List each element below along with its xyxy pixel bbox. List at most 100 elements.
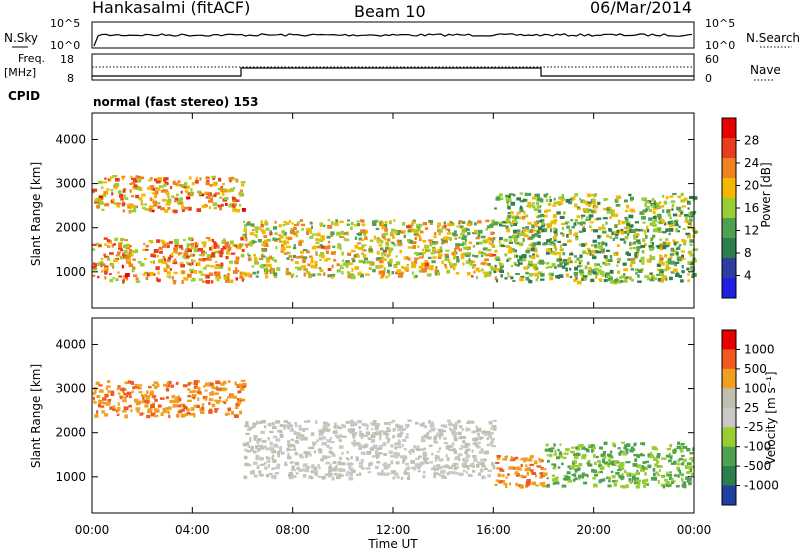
heatmap-cell: [188, 176, 192, 180]
heatmap-cell: [239, 271, 243, 276]
heatmap-cell: [653, 205, 658, 209]
heatmap-cell: [650, 455, 655, 459]
heatmap-cell: [361, 223, 366, 227]
heatmap-cell: [261, 230, 266, 235]
heatmap-cell: [393, 219, 396, 222]
heatmap-cell: [465, 260, 471, 264]
heatmap-cell: [166, 199, 172, 204]
heatmap-cell: [265, 227, 270, 231]
heatmap-cell: [534, 247, 537, 251]
heatmap-cell: [484, 258, 489, 261]
heatmap-cell: [498, 221, 503, 225]
heatmap-cell: [104, 177, 107, 180]
heatmap-cell: [273, 272, 278, 276]
heatmap-cell: [628, 221, 631, 224]
heatmap-cell: [361, 244, 365, 249]
heatmap-cell: [399, 425, 404, 428]
heatmap-cell: [104, 267, 108, 270]
heatmap-cell: [334, 434, 338, 437]
heatmap-cell: [266, 238, 271, 242]
colorbar-cell: [722, 258, 736, 279]
heatmap-cell: [444, 258, 450, 262]
heatmap-cell: [368, 245, 372, 249]
heatmap-cell: [421, 461, 425, 465]
heatmap-cell: [649, 241, 652, 245]
heatmap-cell: [423, 447, 427, 450]
heatmap-cell: [667, 258, 670, 263]
heatmap-cell: [326, 444, 330, 448]
heatmap-cell: [624, 216, 628, 220]
heatmap-cell: [352, 435, 356, 439]
heatmap-cell: [550, 221, 554, 225]
heatmap-cell: [527, 247, 530, 250]
heatmap-cell: [216, 399, 222, 403]
heatmap-cell: [530, 247, 535, 252]
heatmap-cell: [575, 465, 579, 468]
heatmap-cell: [565, 448, 570, 452]
heatmap-cell: [358, 444, 363, 448]
heatmap-cell: [419, 423, 424, 427]
heatmap-cell: [620, 230, 624, 235]
heatmap-cell: [606, 211, 612, 214]
heatmap-cell: [426, 273, 432, 277]
heatmap-cell: [474, 458, 477, 462]
heatmap-cell: [628, 214, 634, 219]
heatmap-cell: [456, 225, 460, 228]
heatmap-cell: [121, 201, 125, 204]
heatmap-cell: [246, 449, 251, 453]
heatmap-cell: [250, 445, 254, 450]
heatmap-cell: [351, 249, 356, 253]
heatmap-cell: [530, 235, 535, 239]
heatmap-cell: [272, 454, 275, 458]
heatmap-cell: [221, 203, 224, 207]
heatmap-cell: [603, 255, 608, 259]
heatmap-cell: [286, 240, 290, 244]
heatmap-cell: [448, 471, 453, 474]
heatmap-cell: [680, 192, 684, 196]
heatmap-cell: [494, 267, 498, 271]
heatmap-cell: [659, 206, 662, 209]
heatmap-cell: [507, 206, 511, 210]
heatmap-cell: [229, 179, 232, 183]
heatmap-cell: [428, 444, 433, 447]
heatmap-cell: [132, 266, 136, 270]
heatmap-cell: [465, 228, 470, 232]
heatmap-cell: [112, 277, 115, 280]
heatmap-cell: [635, 268, 639, 272]
freq-label-bottom: [MHz]: [4, 66, 36, 79]
heatmap-cell: [247, 464, 252, 467]
heatmap-cell: [475, 425, 478, 429]
heatmap-cell: [296, 436, 299, 439]
heatmap-cell: [140, 200, 143, 204]
heatmap-cell: [426, 436, 432, 440]
heatmap-cell: [334, 222, 339, 226]
heatmap-cell: [190, 259, 194, 262]
heatmap-cell: [392, 235, 395, 239]
heatmap-cell: [373, 235, 376, 240]
heatmap-cell: [379, 259, 384, 264]
heatmap-cell: [673, 448, 677, 452]
heatmap-cell: [659, 273, 665, 276]
heatmap-cell: [148, 208, 151, 212]
heatmap-cell: [220, 262, 224, 267]
heatmap-cell: [508, 466, 513, 470]
heatmap-cell: [292, 246, 297, 250]
heatmap-cell: [534, 460, 538, 465]
heatmap-cell: [369, 462, 374, 465]
heatmap-cell: [592, 239, 597, 243]
heatmap-cell: [448, 422, 453, 427]
heatmap-cell: [659, 238, 662, 241]
heatmap-cell: [545, 223, 551, 227]
heatmap-cell: [422, 222, 428, 226]
heatmap-cell: [488, 241, 491, 245]
heatmap-cell: [375, 453, 380, 456]
heatmap-cell: [129, 249, 132, 252]
heatmap-cell: [372, 222, 377, 226]
heatmap-cell: [629, 208, 634, 212]
heatmap-cell: [196, 242, 199, 246]
heatmap-cell: [445, 454, 448, 458]
heatmap-cell: [607, 453, 612, 457]
heatmap-cell: [673, 268, 678, 273]
heatmap-cell: [602, 456, 607, 459]
